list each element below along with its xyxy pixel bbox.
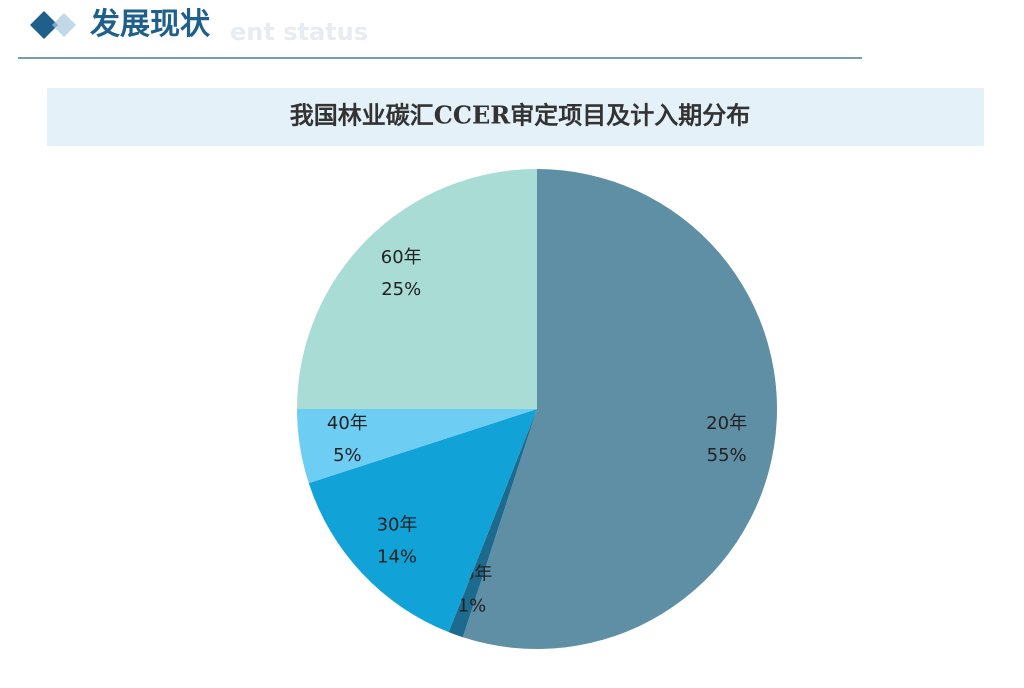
pie-slice (297, 409, 537, 484)
header-title: 发展现状 (89, 7, 211, 42)
slice-value-label: 14% (377, 546, 417, 567)
pie-slice (462, 169, 777, 649)
slice-value-label: 1% (458, 596, 487, 617)
slice-category-label: 30年 (377, 514, 418, 535)
header-icon (30, 11, 58, 39)
pie-slice (308, 409, 537, 633)
slice-value-label: 55% (707, 445, 747, 466)
title-band (47, 88, 984, 146)
slice-value-label: 5% (333, 445, 362, 466)
slice-category-label: 60年 (381, 247, 422, 268)
slice-value-label: 25% (381, 279, 421, 300)
chart-title: 我国林业碳汇CCER审定项目及计入期分布 (290, 101, 750, 130)
pie-slice (448, 409, 537, 638)
slice-category-label: 40年 (327, 413, 368, 434)
header-watermark: ent status (230, 18, 368, 46)
header-icon-shadow (52, 13, 76, 37)
slice-category-label: 20年 (706, 413, 747, 434)
pie-slice (297, 169, 537, 409)
